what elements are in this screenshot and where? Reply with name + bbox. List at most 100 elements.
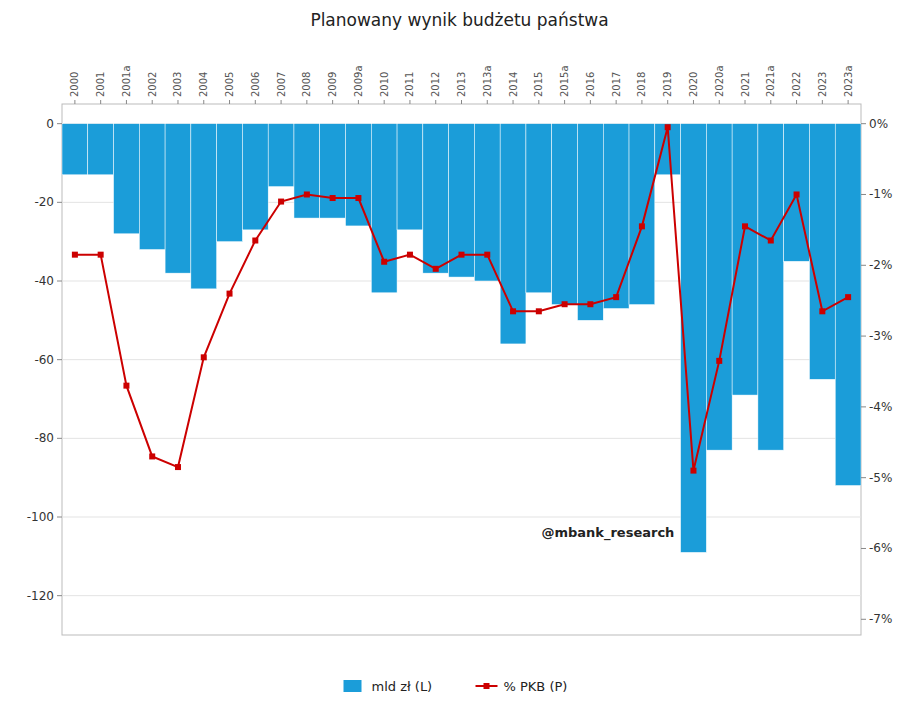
tick-label: 2011 bbox=[404, 72, 415, 97]
tick-mark bbox=[203, 100, 204, 104]
tick-label: 2004 bbox=[198, 72, 209, 97]
tick-label: -4% bbox=[869, 400, 892, 414]
bar bbox=[577, 124, 603, 321]
marker bbox=[845, 294, 851, 300]
tick-label: 2018 bbox=[636, 72, 647, 97]
bar-series bbox=[62, 124, 861, 553]
tick-mark bbox=[861, 619, 866, 620]
legend-item: mld zł (L) bbox=[344, 679, 433, 694]
tick-mark bbox=[719, 100, 720, 104]
tick-label: 2023a bbox=[843, 65, 854, 97]
line bbox=[75, 127, 848, 470]
tick-mark bbox=[538, 100, 539, 104]
tick-mark bbox=[461, 100, 462, 104]
bar bbox=[474, 124, 500, 281]
tick-mark bbox=[57, 359, 62, 360]
bar bbox=[423, 124, 449, 273]
tick-mark bbox=[74, 100, 75, 104]
chart: 0-20-40-60-80-100-1200%-1%-2%-3%-4%-5%-6… bbox=[0, 0, 919, 717]
tick-label: -120 bbox=[27, 589, 54, 603]
tick-mark bbox=[384, 100, 385, 104]
marker bbox=[227, 291, 233, 297]
tick-label: 2015 bbox=[533, 72, 544, 97]
tick-label: 0 bbox=[46, 117, 54, 131]
legend-swatch bbox=[344, 680, 362, 692]
marker bbox=[510, 308, 516, 314]
marker bbox=[459, 252, 465, 258]
tick-label: 2021 bbox=[740, 72, 751, 97]
marker bbox=[252, 238, 258, 244]
tick-label: -1% bbox=[869, 187, 892, 201]
bar bbox=[371, 124, 397, 293]
tick-label: -60 bbox=[34, 353, 54, 367]
marker bbox=[794, 191, 800, 197]
bar bbox=[242, 124, 268, 230]
tick-mark bbox=[57, 202, 62, 203]
tick-label: 2022 bbox=[791, 72, 802, 97]
bar bbox=[114, 124, 140, 234]
tick-mark bbox=[616, 100, 617, 104]
tick-label: 2019 bbox=[662, 72, 673, 97]
tick-label: 2009 bbox=[327, 72, 338, 97]
bar bbox=[294, 124, 320, 218]
bar bbox=[88, 124, 114, 175]
tick-mark bbox=[435, 100, 436, 104]
tick-label: 2001a bbox=[121, 65, 132, 97]
tick-mark bbox=[770, 100, 771, 104]
tick-label: 2012 bbox=[430, 72, 441, 97]
legend-label: % PKB (P) bbox=[504, 679, 568, 694]
tick-mark bbox=[332, 100, 333, 104]
bar bbox=[758, 124, 784, 450]
tick-mark bbox=[796, 100, 797, 104]
tick-label: 2003 bbox=[172, 72, 183, 97]
legend-marker bbox=[484, 683, 490, 689]
tick-mark bbox=[487, 100, 488, 104]
tick-mark bbox=[358, 100, 359, 104]
marker bbox=[613, 294, 619, 300]
tick-mark bbox=[57, 438, 62, 439]
tick-mark bbox=[306, 100, 307, 104]
title: Planowany wynik budżetu państwa bbox=[310, 10, 608, 30]
marker bbox=[381, 259, 387, 265]
tick-mark bbox=[57, 123, 62, 124]
bar bbox=[732, 124, 758, 395]
tick-label: 2002 bbox=[147, 72, 158, 97]
tick-mark bbox=[848, 100, 849, 104]
tick-label: 2021a bbox=[765, 65, 776, 97]
bar bbox=[809, 124, 835, 380]
marker bbox=[768, 238, 774, 244]
marker bbox=[716, 358, 722, 364]
tick-label: -100 bbox=[27, 510, 54, 524]
bar bbox=[139, 124, 165, 250]
tick-mark bbox=[126, 100, 127, 104]
bar bbox=[397, 124, 423, 230]
tick-mark bbox=[641, 100, 642, 104]
x-axis: 200020012001a200220032004200520062007200… bbox=[69, 65, 853, 104]
y-axis-left: 0-20-40-60-80-100-120 bbox=[27, 117, 861, 603]
tick-label: 2008 bbox=[301, 72, 312, 97]
background bbox=[0, 0, 919, 717]
marker bbox=[149, 453, 155, 459]
tick-mark bbox=[177, 100, 178, 104]
bar bbox=[526, 124, 552, 293]
marker bbox=[98, 252, 104, 258]
plot-frame bbox=[62, 104, 861, 635]
tick-mark bbox=[693, 100, 694, 104]
tick-label: 2015a bbox=[559, 65, 570, 97]
tick-mark bbox=[57, 595, 62, 596]
tick-label: -80 bbox=[34, 431, 54, 445]
tick-mark bbox=[861, 194, 866, 195]
bar bbox=[165, 124, 191, 273]
bar bbox=[320, 124, 346, 218]
tick-mark bbox=[281, 100, 282, 104]
bar bbox=[191, 124, 217, 289]
tick-label: 2007 bbox=[276, 72, 287, 97]
marker bbox=[123, 383, 129, 389]
tick-mark bbox=[861, 477, 866, 478]
line-series bbox=[72, 124, 851, 473]
tick-mark bbox=[152, 100, 153, 104]
tick-label: 2016 bbox=[585, 72, 596, 97]
tick-mark bbox=[861, 548, 866, 549]
tick-mark bbox=[861, 123, 866, 124]
marker bbox=[433, 266, 439, 272]
